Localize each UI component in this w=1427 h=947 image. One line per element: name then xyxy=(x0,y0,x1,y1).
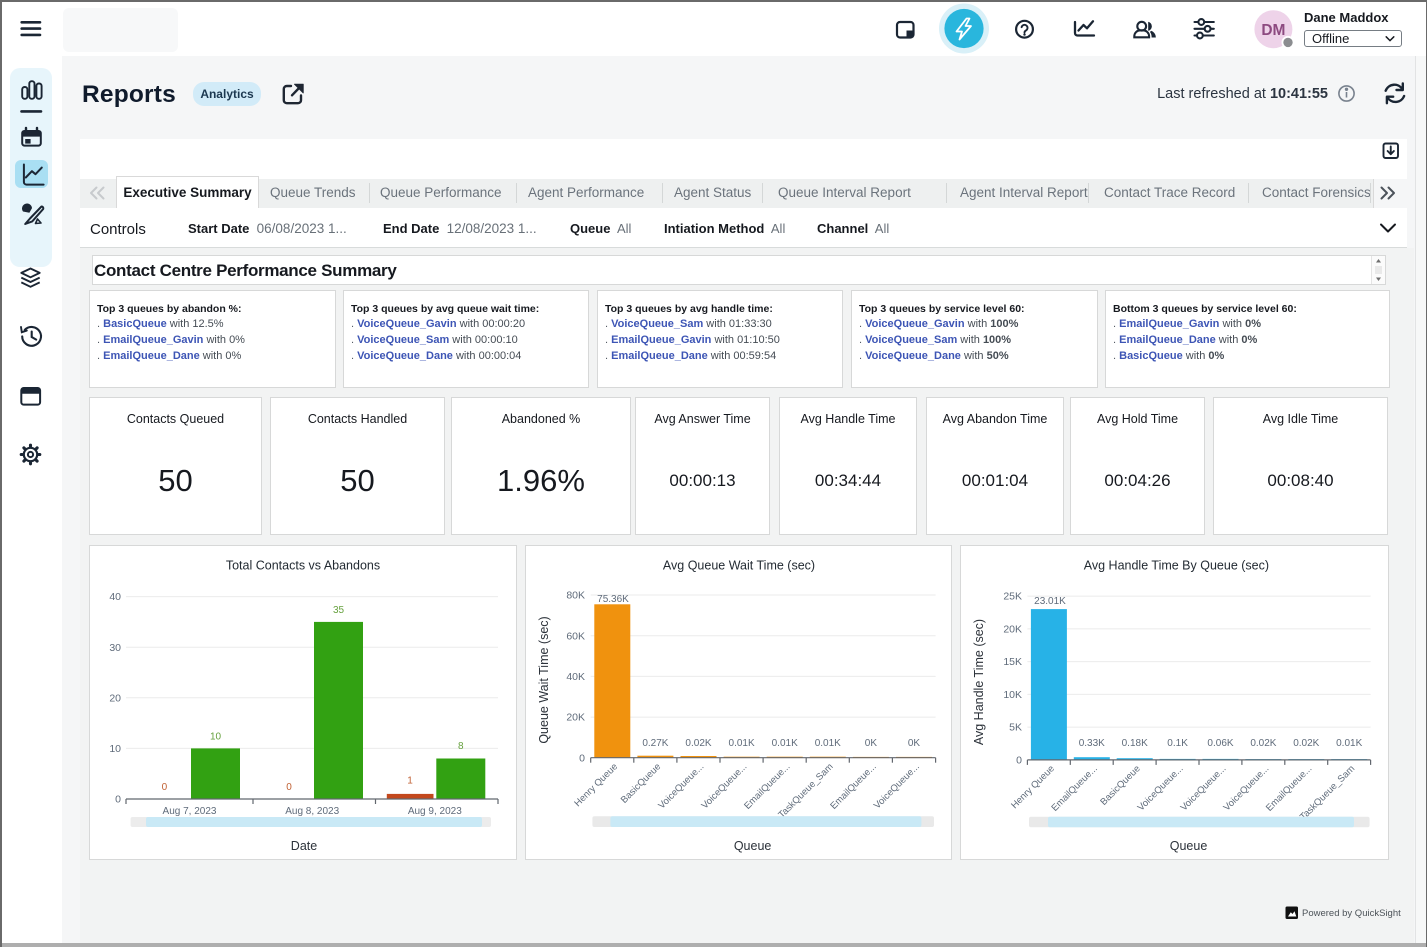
svg-text:0: 0 xyxy=(115,794,121,806)
svg-text:0.18K: 0.18K xyxy=(1122,738,1148,749)
svg-text:10: 10 xyxy=(210,732,222,743)
svg-text:0.1K: 0.1K xyxy=(1167,738,1188,749)
svg-text:80K: 80K xyxy=(566,590,585,602)
svg-text:10: 10 xyxy=(109,743,121,755)
svg-text:10K: 10K xyxy=(1003,689,1022,701)
svg-text:Total Contacts vs Abandons: Total Contacts vs Abandons xyxy=(226,559,380,573)
svg-text:60K: 60K xyxy=(566,630,585,642)
svg-text:15K: 15K xyxy=(1003,656,1022,668)
svg-text:Queue Wait Time (sec): Queue Wait Time (sec) xyxy=(537,616,551,743)
svg-text:Aug 7, 2023: Aug 7, 2023 xyxy=(163,806,217,817)
svg-text:8: 8 xyxy=(458,741,464,752)
svg-text:1: 1 xyxy=(407,776,413,787)
svg-text:0: 0 xyxy=(1016,755,1022,767)
svg-text:20K: 20K xyxy=(1003,624,1022,636)
svg-text:Date: Date xyxy=(291,839,317,853)
svg-text:0K: 0K xyxy=(865,738,878,749)
svg-text:Queue: Queue xyxy=(1170,839,1208,853)
svg-text:Avg Handle Time By Queue (sec): Avg Handle Time By Queue (sec) xyxy=(1084,559,1269,573)
svg-text:0.02K: 0.02K xyxy=(1250,738,1276,749)
svg-text:0.01K: 0.01K xyxy=(729,738,755,749)
svg-text:0.01K: 0.01K xyxy=(815,738,841,749)
svg-text:Avg Handle Time (sec): Avg Handle Time (sec) xyxy=(972,619,986,745)
svg-text:Avg Queue Wait Time (sec): Avg Queue Wait Time (sec) xyxy=(663,559,815,573)
svg-text:23.01K: 23.01K xyxy=(1034,596,1066,607)
svg-text:0.33K: 0.33K xyxy=(1079,738,1105,749)
svg-text:Queue: Queue xyxy=(734,839,772,853)
svg-text:40K: 40K xyxy=(566,671,585,683)
svg-text:20K: 20K xyxy=(566,712,585,724)
svg-text:0.02K: 0.02K xyxy=(685,738,711,749)
svg-text:0.02K: 0.02K xyxy=(1293,738,1319,749)
svg-text:75.36K: 75.36K xyxy=(597,594,629,605)
svg-text:0: 0 xyxy=(286,782,292,793)
svg-text:Aug 8, 2023: Aug 8, 2023 xyxy=(285,806,339,817)
svg-text:35: 35 xyxy=(333,605,345,616)
svg-text:0: 0 xyxy=(162,782,168,793)
svg-text:0.06K: 0.06K xyxy=(1207,738,1233,749)
svg-text:30: 30 xyxy=(109,642,121,654)
svg-text:20: 20 xyxy=(109,692,121,704)
svg-text:5K: 5K xyxy=(1009,722,1022,734)
svg-text:0: 0 xyxy=(579,752,585,764)
svg-text:0K: 0K xyxy=(908,738,921,749)
svg-text:0.01K: 0.01K xyxy=(1336,738,1362,749)
svg-text:25K: 25K xyxy=(1003,591,1022,603)
svg-text:DM: DM xyxy=(1261,22,1285,39)
svg-text:40: 40 xyxy=(109,591,121,603)
svg-text:0.27K: 0.27K xyxy=(642,738,668,749)
svg-text:0.01K: 0.01K xyxy=(772,738,798,749)
svg-text:Aug 9, 2023: Aug 9, 2023 xyxy=(408,806,462,817)
